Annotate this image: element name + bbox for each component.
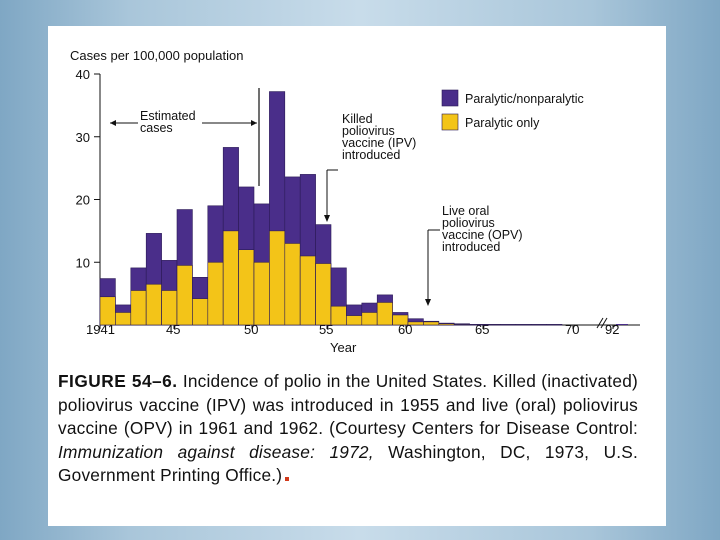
bar-paralytic-1947 (192, 298, 209, 326)
bar-paralytic-1941 (99, 296, 116, 326)
bar-paralytic-1953 (284, 243, 301, 326)
bar-paralytic-1963 (438, 323, 455, 326)
annotation-ipv-line: Killed (342, 112, 373, 126)
bar-paralytic-1948 (207, 261, 224, 326)
y-tick-label: 20 (76, 193, 90, 208)
bar-paralytic-1962 (423, 321, 440, 326)
x-tick-label: 70 (565, 322, 579, 337)
bar-paralytic-1961 (407, 321, 424, 326)
x-tick-label: 1941 (86, 322, 115, 337)
caption-text-1: Incidence of polio in the United States.… (58, 371, 638, 439)
bar-paralytic-1942 (115, 312, 132, 326)
annotation-ipv-line: introduced (342, 148, 400, 162)
legend-label: Paralytic/nonparalytic (465, 92, 584, 106)
annotation-opv-line: vaccine (OPV) (442, 228, 523, 242)
opv-arrowhead (425, 299, 431, 306)
legend-label: Paralytic only (465, 116, 540, 130)
bar-paralytic-1951 (253, 261, 270, 326)
legend-swatch-paralytic-nonparalytic (441, 89, 459, 107)
figure-caption: FIGURE 54–6. Incidence of polio in the U… (58, 370, 638, 488)
bar-paralytic-1943 (130, 290, 147, 326)
bar-paralytic-1955 (315, 263, 332, 326)
axis-break-mark (600, 317, 608, 329)
bar-paralytic-1959 (376, 302, 393, 326)
annotation-estimated-line: Estimated (140, 109, 196, 123)
y-tick-label: 40 (76, 67, 90, 82)
estimated-arrowhead-left (110, 120, 116, 126)
bar-paralytic-1960 (392, 314, 409, 326)
figure-page: Cases per 100,000 population 10 20 30 40 194… (48, 26, 666, 526)
caption-italic: Immunization against disease: 1972, (58, 441, 374, 462)
chart-legend: Paralytic/nonparalytic Paralytic only (441, 89, 584, 131)
bar-paralytic-1958 (361, 312, 378, 326)
x-tick-label: 50 (244, 322, 258, 337)
x-tick-label: 60 (398, 322, 412, 337)
axis-break-mark (596, 317, 604, 329)
bar-paralytic-1946 (176, 265, 193, 326)
y-axis-label: Cases per 100,000 population (70, 48, 243, 63)
bar-paralytic-1956 (330, 305, 347, 326)
bar-paralytic-1964 (453, 324, 470, 326)
figure-label: FIGURE 54–6. (58, 371, 178, 391)
y-tick-label: 30 (76, 130, 90, 145)
annotation-ipv-line: vaccine (IPV) (342, 136, 416, 150)
x-tick-label: 92 (605, 322, 619, 337)
red-dot-mark (285, 477, 290, 482)
annotation-opv-line: introduced (442, 240, 500, 254)
x-axis-label: Year (330, 340, 357, 355)
legend-swatch-paralytic-only (441, 113, 459, 131)
bar-paralytic-1952 (269, 230, 286, 326)
x-tick-label: 55 (319, 322, 333, 337)
annotation-opv-line: poliovirus (442, 216, 495, 230)
bar-total-1992 (616, 324, 628, 325)
x-tick-label: 45 (166, 322, 180, 337)
annotation-estimated-line: cases (140, 121, 173, 135)
caption-text-2: Washington, DC, 1973, U.S. Government Pr… (58, 441, 638, 486)
ipv-arrowhead (324, 215, 330, 222)
x-tick-label: 65 (475, 322, 489, 337)
bar-paralytic-1957 (346, 315, 363, 326)
bar-paralytic-1954 (299, 255, 316, 326)
estimated-arrowhead-right (251, 120, 257, 126)
polio-incidence-chart: Cases per 100,000 population 10 20 30 40 194… (70, 48, 640, 355)
chart-bars (99, 91, 628, 326)
bar-paralytic-1944 (145, 283, 162, 326)
annotation-ipv-line: poliovirus (342, 124, 395, 138)
bar-paralytic-1949 (222, 230, 239, 326)
bar-paralytic-1950 (238, 249, 255, 326)
bar-paralytic-1945 (161, 290, 178, 326)
annotation-opv-line: Live oral (442, 204, 489, 218)
y-tick-label: 10 (76, 255, 90, 270)
